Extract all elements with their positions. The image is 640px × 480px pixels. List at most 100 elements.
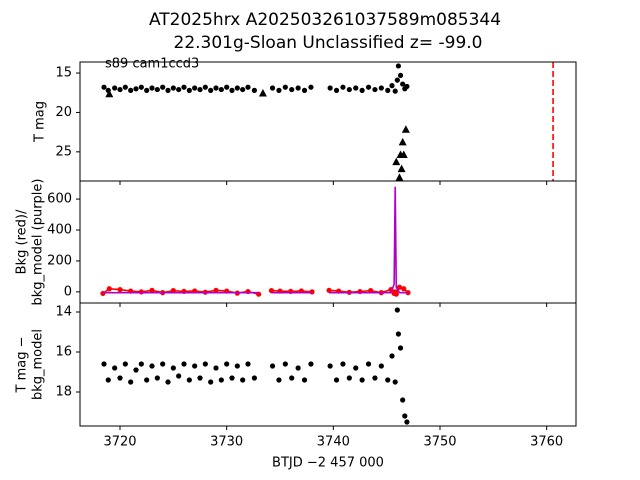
point <box>112 85 118 91</box>
point <box>389 353 395 359</box>
point <box>385 377 391 383</box>
point <box>117 375 123 381</box>
point <box>378 363 384 369</box>
y-tick-label: 400 <box>47 223 72 238</box>
triangle-marker <box>258 89 267 97</box>
axes-frame <box>79 61 577 182</box>
point <box>372 375 378 381</box>
point <box>133 86 139 92</box>
x-tick-label: 3720 <box>103 435 136 450</box>
point <box>392 379 398 385</box>
point <box>276 377 282 383</box>
point <box>218 86 224 93</box>
point <box>234 363 240 369</box>
plot-area <box>100 186 411 297</box>
point <box>397 345 404 351</box>
point <box>165 87 171 93</box>
triangle-marker <box>399 150 408 158</box>
point <box>289 86 295 93</box>
point <box>240 377 246 383</box>
plot-area <box>101 307 410 425</box>
triangle-marker <box>398 137 407 146</box>
point <box>122 361 128 367</box>
axes-frame <box>79 302 577 427</box>
point <box>402 413 408 419</box>
triangle-marker <box>397 164 406 173</box>
point <box>269 85 276 91</box>
point <box>392 88 398 94</box>
point <box>251 87 257 93</box>
point <box>346 375 352 381</box>
point <box>295 365 301 371</box>
y-tick-label: 600 <box>47 192 72 207</box>
point <box>245 361 251 367</box>
point <box>326 287 332 293</box>
point <box>269 363 276 369</box>
point <box>144 377 150 383</box>
point <box>218 377 224 383</box>
point <box>192 363 198 369</box>
point <box>229 375 235 381</box>
point <box>101 361 107 367</box>
point <box>138 361 144 367</box>
point <box>176 86 182 93</box>
point <box>333 87 340 93</box>
y-tick-label: 200 <box>47 253 72 268</box>
axes-frame <box>79 180 577 304</box>
point <box>301 87 308 93</box>
point <box>372 86 378 93</box>
point <box>144 87 150 93</box>
point <box>400 81 406 87</box>
y-axis-label: T mag − <box>15 337 30 394</box>
point <box>327 85 333 91</box>
y-axis-label: T mag <box>33 101 48 143</box>
point <box>346 86 352 93</box>
point <box>170 85 176 91</box>
triangle-marker <box>395 173 404 181</box>
point <box>176 373 182 379</box>
point <box>197 375 203 381</box>
point <box>149 363 155 369</box>
point <box>186 87 192 93</box>
point <box>340 84 346 90</box>
point <box>395 63 401 69</box>
point <box>395 331 401 337</box>
point <box>208 87 214 93</box>
point <box>154 375 160 381</box>
point <box>282 361 288 367</box>
point <box>117 86 123 93</box>
point <box>154 86 160 93</box>
y-tick-label: 20 <box>55 105 72 120</box>
point <box>224 361 230 367</box>
point <box>101 84 107 90</box>
point <box>234 85 240 91</box>
point <box>276 87 282 93</box>
point <box>353 85 359 91</box>
point <box>149 287 155 293</box>
point <box>400 397 406 403</box>
point <box>186 377 192 383</box>
y-tick-label: 25 <box>55 144 72 159</box>
point <box>251 375 257 381</box>
point <box>106 286 112 292</box>
x-tick-label: 3740 <box>317 435 350 450</box>
series-line <box>102 186 408 294</box>
point <box>385 87 391 93</box>
point <box>105 377 111 383</box>
point <box>401 286 407 292</box>
point <box>389 83 395 89</box>
y-axis-label: bkg_model (purple) <box>31 179 46 306</box>
point <box>213 85 219 91</box>
point <box>128 87 134 93</box>
point <box>192 85 198 91</box>
point <box>160 361 166 367</box>
x-tick-label: 3730 <box>210 435 243 450</box>
point <box>327 363 333 369</box>
y-tick-label: 18 <box>55 385 72 400</box>
point <box>138 84 144 90</box>
point <box>308 84 314 90</box>
point <box>359 377 365 383</box>
point <box>394 77 400 83</box>
point <box>394 307 400 313</box>
